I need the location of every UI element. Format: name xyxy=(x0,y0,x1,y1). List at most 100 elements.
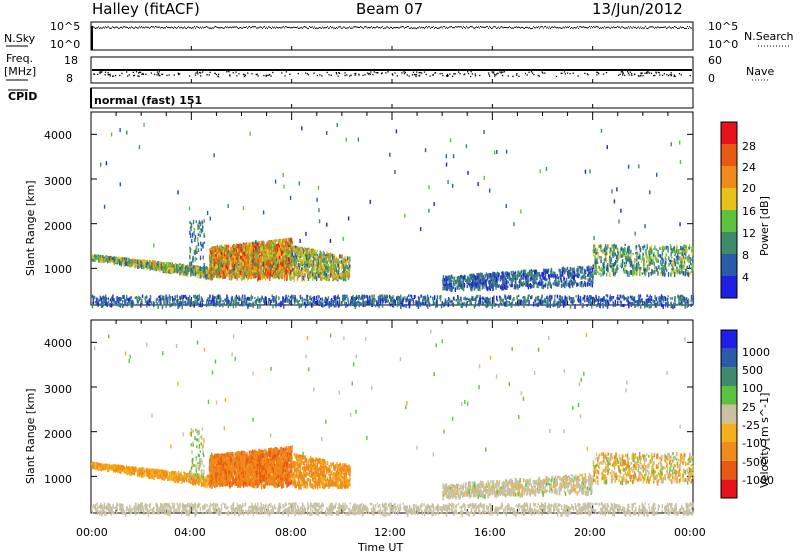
power-cell xyxy=(322,250,325,253)
nave-point xyxy=(516,74,518,76)
power-cell xyxy=(253,249,255,254)
power-cell xyxy=(281,274,283,277)
power-cell xyxy=(286,248,288,253)
power-cell xyxy=(264,258,266,264)
power-cell xyxy=(234,272,237,276)
nave-point xyxy=(487,72,490,74)
nave-point xyxy=(561,72,563,75)
nave-point xyxy=(133,75,135,77)
power-cell xyxy=(107,256,109,260)
power-cell xyxy=(182,263,185,268)
nave-point xyxy=(289,73,291,75)
nsky-point xyxy=(156,26,157,28)
nsky-point xyxy=(439,27,440,29)
power-cell xyxy=(97,254,99,260)
nave-point xyxy=(338,72,341,75)
power-cell xyxy=(213,269,216,274)
power-cell xyxy=(281,266,283,269)
power-cell xyxy=(319,264,321,268)
power-cell xyxy=(272,246,275,250)
power-cell xyxy=(123,261,125,267)
power-cell xyxy=(305,248,308,253)
power-cell xyxy=(333,257,336,261)
nave-point xyxy=(537,74,539,77)
nave-point xyxy=(109,75,112,77)
nsky-point xyxy=(163,27,164,29)
nsky-point xyxy=(386,26,387,28)
power-cell xyxy=(337,258,340,262)
power-cell xyxy=(217,246,219,250)
power-cell xyxy=(282,255,285,260)
power-cell xyxy=(291,249,294,253)
nsky-point xyxy=(192,27,193,29)
nsky-point xyxy=(682,26,683,28)
power-cell xyxy=(342,276,345,282)
power-cell xyxy=(269,260,272,264)
nsky-point xyxy=(133,27,134,29)
power-cell xyxy=(336,260,338,263)
nsky-point xyxy=(690,27,691,29)
nsky-point xyxy=(297,26,298,28)
power-cell xyxy=(297,269,300,273)
nave-point xyxy=(415,71,418,73)
nave-point xyxy=(101,71,103,73)
nsky-point xyxy=(429,26,430,28)
power-cell xyxy=(268,248,271,252)
power-cell xyxy=(202,267,204,270)
nsky-point xyxy=(669,26,670,28)
power-cell xyxy=(277,268,279,273)
nave-point xyxy=(463,73,466,75)
power-cell xyxy=(272,255,274,259)
power-cell xyxy=(304,246,306,250)
nsky-point xyxy=(661,26,662,28)
power-cell xyxy=(241,259,243,263)
nave-point xyxy=(99,71,101,73)
nsky-point xyxy=(311,26,312,28)
nsky-point xyxy=(308,27,309,29)
power-cell xyxy=(315,252,317,257)
power-cell xyxy=(272,241,274,245)
nsky-point xyxy=(138,27,139,29)
power-cell xyxy=(119,257,122,260)
power-cell xyxy=(276,266,279,270)
power-cell xyxy=(185,271,187,276)
power-cell xyxy=(448,275,450,278)
nsky-point xyxy=(370,27,371,29)
nsky-point xyxy=(126,26,127,28)
nsky-point xyxy=(503,27,504,29)
power-cell xyxy=(176,270,179,274)
nave-point xyxy=(470,71,472,73)
power-cell xyxy=(271,239,273,243)
power-cell xyxy=(262,270,264,274)
nave-point xyxy=(439,73,441,75)
nsky-point xyxy=(602,26,603,28)
nsky-point xyxy=(99,27,100,29)
nsky-point xyxy=(224,27,225,29)
nsky-point xyxy=(174,26,175,28)
nave-point xyxy=(680,74,682,76)
power-cell xyxy=(264,254,267,258)
nsky-point xyxy=(187,26,188,28)
power-cell xyxy=(164,266,166,272)
power-cell xyxy=(273,260,276,265)
power-cell xyxy=(274,275,276,278)
nsky-point xyxy=(266,26,267,28)
nsky-point xyxy=(135,26,136,28)
power-cell xyxy=(250,268,252,273)
power-cell xyxy=(296,265,299,270)
power-cell xyxy=(294,257,296,261)
power-cell xyxy=(251,269,254,274)
nave-point xyxy=(168,74,170,76)
nsky-point xyxy=(273,27,274,29)
power-cell xyxy=(296,250,298,254)
power-cell xyxy=(208,266,211,270)
power-cell xyxy=(298,248,300,254)
power-cell xyxy=(106,255,109,260)
nsky-point xyxy=(336,27,337,29)
power-cell xyxy=(311,262,314,267)
power-cell xyxy=(211,271,213,275)
power-cell xyxy=(131,262,134,267)
nave-point xyxy=(265,75,267,77)
power-cell xyxy=(267,250,269,253)
nave-point xyxy=(346,74,348,76)
